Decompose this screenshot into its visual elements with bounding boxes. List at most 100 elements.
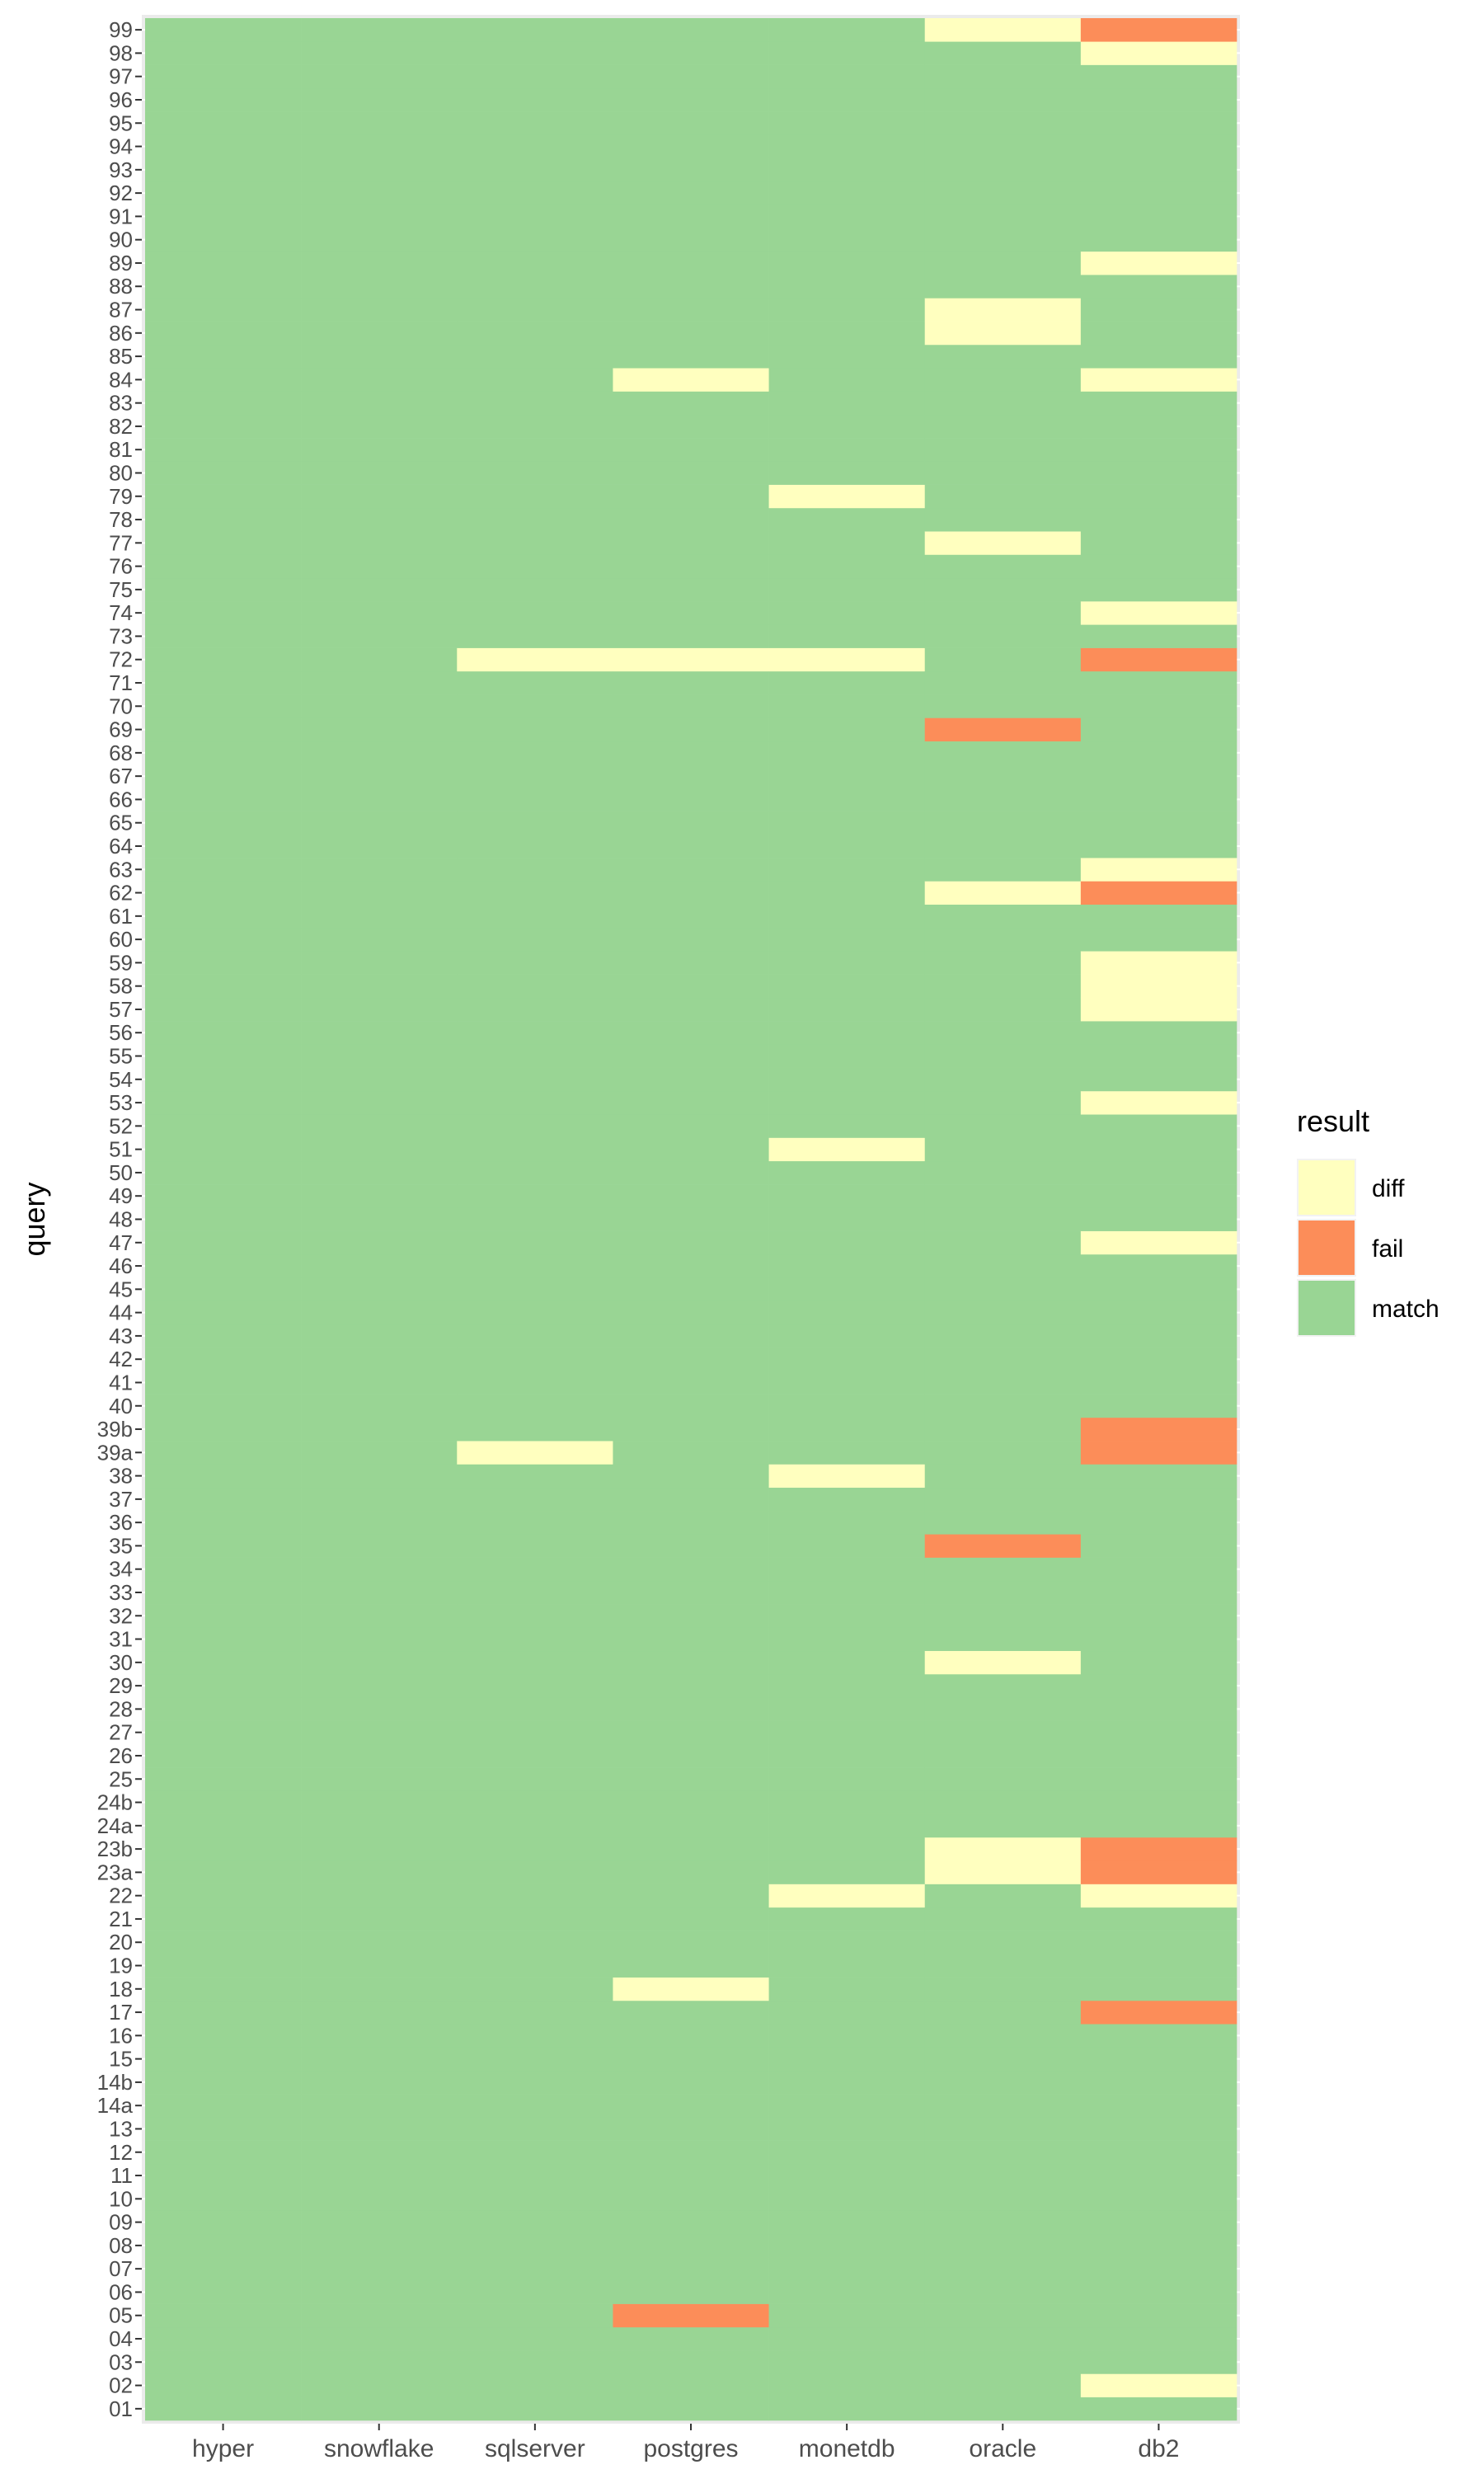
- legend-label-fail: fail: [1372, 1235, 1403, 1263]
- tile-oracle-42-match: [924, 1348, 1082, 1371]
- tile-postgres-11-match: [613, 2163, 769, 2188]
- tile-hyper-43-match: [145, 1324, 302, 1348]
- tile-postgres-29-match: [613, 1673, 769, 1698]
- tile-oracle-23b-diff: [924, 1837, 1082, 1861]
- tile-postgres-38-match: [613, 1464, 769, 1489]
- tile-sqlserver-41-match: [457, 1371, 613, 1395]
- tile-sqlserver-71-match: [457, 670, 613, 695]
- tile-monetdb-59-match: [768, 951, 926, 975]
- tile-db2-11-match: [1080, 2163, 1237, 2188]
- tile-sqlserver-44-match: [457, 1300, 613, 1325]
- tile-sqlserver-92-match: [457, 181, 613, 205]
- tile-hyper-16-match: [145, 2024, 302, 2048]
- tile-postgres-07-match: [613, 2257, 769, 2281]
- tile-snowflake-63-match: [301, 858, 458, 882]
- tile-snowflake-14b-match: [301, 2070, 458, 2095]
- tile-oracle-94-match: [924, 134, 1082, 158]
- tile-snowflake-93-match: [301, 158, 458, 182]
- tile-db2-53-diff: [1080, 1090, 1237, 1115]
- tile-sqlserver-43-match: [457, 1324, 613, 1348]
- tile-monetdb-60-match: [768, 927, 926, 952]
- tile-monetdb-01-match: [768, 2396, 926, 2421]
- x-tick-label-hyper: hyper: [192, 2435, 254, 2462]
- tile-sqlserver-47-match: [457, 1230, 613, 1255]
- tile-hyper-76-match: [145, 554, 302, 579]
- tile-monetdb-22-diff: [768, 1884, 926, 1908]
- tile-postgres-08-match: [613, 2233, 769, 2258]
- y-axis-title: query: [17, 1182, 51, 1256]
- y-tick-label-10: 10: [109, 2186, 133, 2211]
- tile-postgres-68-match: [613, 741, 769, 765]
- tile-snowflake-60-match: [301, 927, 458, 952]
- tile-snowflake-24b-match: [301, 1790, 458, 1814]
- tile-postgres-89-match: [613, 251, 769, 275]
- tile-postgres-28-match: [613, 1697, 769, 1721]
- tile-snowflake-45-match: [301, 1277, 458, 1301]
- tile-postgres-44-match: [613, 1300, 769, 1325]
- tile-db2-06-match: [1080, 2280, 1237, 2304]
- tile-db2-95-match: [1080, 111, 1237, 135]
- tile-snowflake-11-match: [301, 2163, 458, 2188]
- tile-oracle-17-match: [924, 2000, 1082, 2025]
- tile-sqlserver-15-match: [457, 2047, 613, 2072]
- tile-sqlserver-45-match: [457, 1277, 613, 1301]
- tile-postgres-40-match: [613, 1394, 769, 1418]
- tile-monetdb-92-match: [768, 181, 926, 205]
- legend-label-match: match: [1372, 1296, 1439, 1323]
- tile-oracle-82-match: [924, 414, 1082, 439]
- tile-db2-42-match: [1080, 1348, 1237, 1371]
- tile-snowflake-72-match: [301, 647, 458, 672]
- tile-sqlserver-04-match: [457, 2326, 613, 2351]
- tile-db2-56-match: [1080, 1021, 1237, 1045]
- tile-oracle-60-match: [924, 927, 1082, 952]
- tile-sqlserver-37-match: [457, 1487, 613, 1512]
- tile-hyper-21-match: [145, 1907, 302, 1931]
- tile-monetdb-24b-match: [768, 1790, 926, 1814]
- tile-postgres-94-match: [613, 134, 769, 158]
- tile-postgres-43-match: [613, 1324, 769, 1348]
- tile-monetdb-29-match: [768, 1673, 926, 1698]
- y-tick-label-56: 56: [109, 1020, 133, 1045]
- tile-oracle-24b-match: [924, 1790, 1082, 1814]
- tile-oracle-30-diff: [924, 1650, 1082, 1675]
- tile-db2-94-match: [1080, 134, 1237, 158]
- tile-oracle-40-match: [924, 1394, 1082, 1418]
- tile-monetdb-58-match: [768, 974, 926, 999]
- y-tick-label-19: 19: [109, 1954, 133, 1978]
- tile-sqlserver-73-match: [457, 624, 613, 648]
- y-tick-label-28: 28: [109, 1696, 133, 1721]
- tile-hyper-75-match: [145, 577, 302, 602]
- tile-snowflake-52-match: [301, 1114, 458, 1138]
- y-tick-label-82: 82: [109, 414, 133, 439]
- tile-oracle-98-match: [924, 41, 1082, 65]
- tile-oracle-22-match: [924, 1884, 1082, 1908]
- y-tick-label-05: 05: [109, 2303, 133, 2328]
- tile-snowflake-40-match: [301, 1394, 458, 1418]
- tile-hyper-73-match: [145, 624, 302, 648]
- tile-sqlserver-46-match: [457, 1253, 613, 1278]
- tile-hyper-24a-match: [145, 1813, 302, 1838]
- tile-sqlserver-11-match: [457, 2163, 613, 2188]
- tile-db2-99-fail: [1080, 18, 1237, 42]
- tile-snowflake-75-match: [301, 577, 458, 602]
- tile-snowflake-21-match: [301, 1907, 458, 1931]
- tile-monetdb-55-match: [768, 1044, 926, 1068]
- tile-postgres-18-diff: [613, 1977, 769, 2001]
- tile-monetdb-39a-match: [768, 1441, 926, 1465]
- tile-oracle-07-match: [924, 2257, 1082, 2281]
- tile-sqlserver-14b-match: [457, 2070, 613, 2095]
- tile-monetdb-54-match: [768, 1067, 926, 1092]
- y-tick-label-77: 77: [109, 530, 133, 555]
- tile-sqlserver-69-match: [457, 717, 613, 742]
- tile-db2-32-match: [1080, 1604, 1237, 1628]
- y-tick-label-25: 25: [109, 1766, 133, 1791]
- y-tick-label-64: 64: [109, 834, 133, 858]
- tile-hyper-25-match: [145, 1767, 302, 1791]
- tile-postgres-49-match: [613, 1184, 769, 1208]
- tile-db2-41-match: [1080, 1371, 1237, 1395]
- tile-sqlserver-59-match: [457, 951, 613, 975]
- tile-postgres-52-match: [613, 1114, 769, 1138]
- y-tick-label-38: 38: [109, 1464, 133, 1489]
- tile-db2-81-match: [1080, 438, 1237, 462]
- tile-monetdb-51-diff: [768, 1137, 926, 1162]
